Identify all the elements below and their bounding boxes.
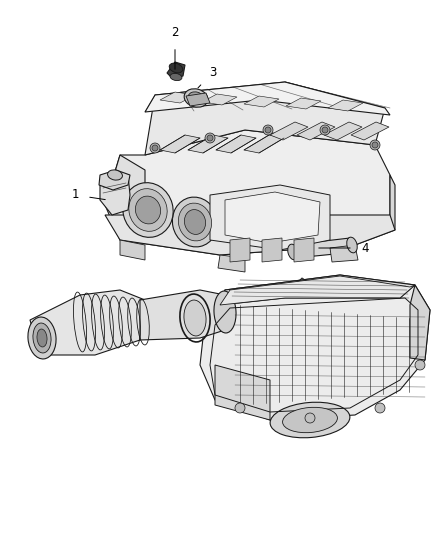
Circle shape (265, 127, 271, 133)
Polygon shape (230, 238, 250, 262)
Polygon shape (30, 290, 155, 355)
Ellipse shape (129, 189, 167, 231)
Polygon shape (160, 92, 195, 103)
Ellipse shape (108, 170, 123, 180)
Polygon shape (410, 285, 430, 360)
Polygon shape (328, 100, 363, 111)
Polygon shape (330, 245, 358, 262)
Polygon shape (286, 98, 321, 109)
Polygon shape (218, 255, 245, 272)
Ellipse shape (184, 300, 206, 336)
Text: 1: 1 (71, 189, 105, 201)
Circle shape (263, 125, 273, 135)
Circle shape (322, 127, 328, 133)
Polygon shape (140, 290, 225, 340)
Polygon shape (244, 135, 284, 153)
Ellipse shape (37, 329, 47, 347)
Polygon shape (145, 82, 390, 115)
Ellipse shape (123, 183, 173, 237)
Polygon shape (216, 135, 256, 153)
Polygon shape (186, 93, 210, 106)
Polygon shape (105, 155, 145, 220)
Ellipse shape (270, 402, 350, 438)
Ellipse shape (33, 323, 51, 353)
Polygon shape (225, 192, 320, 243)
Polygon shape (262, 238, 282, 262)
Ellipse shape (288, 244, 298, 260)
Polygon shape (220, 276, 415, 305)
Ellipse shape (214, 291, 236, 333)
Ellipse shape (178, 203, 212, 241)
Ellipse shape (135, 196, 161, 224)
Circle shape (370, 140, 380, 150)
Polygon shape (270, 122, 308, 140)
Ellipse shape (170, 74, 182, 80)
Polygon shape (105, 130, 390, 255)
Ellipse shape (347, 237, 357, 253)
Polygon shape (188, 135, 228, 153)
Polygon shape (355, 175, 395, 245)
Circle shape (205, 133, 215, 143)
Circle shape (207, 135, 213, 141)
Circle shape (375, 403, 385, 413)
Polygon shape (120, 240, 145, 260)
Circle shape (415, 360, 425, 370)
Circle shape (152, 145, 158, 151)
Text: 2: 2 (171, 26, 179, 69)
Text: 3: 3 (198, 66, 217, 88)
Polygon shape (297, 122, 335, 140)
Ellipse shape (184, 89, 208, 107)
Polygon shape (100, 175, 130, 215)
Circle shape (305, 413, 315, 423)
Polygon shape (99, 170, 130, 190)
Polygon shape (220, 275, 415, 305)
Ellipse shape (28, 317, 56, 359)
Polygon shape (202, 94, 237, 105)
Circle shape (235, 403, 245, 413)
Polygon shape (290, 238, 355, 258)
Polygon shape (215, 365, 270, 420)
Ellipse shape (184, 209, 205, 235)
Circle shape (372, 142, 378, 148)
Circle shape (150, 143, 160, 153)
Ellipse shape (283, 407, 337, 433)
Polygon shape (145, 82, 385, 155)
Polygon shape (167, 62, 185, 79)
Circle shape (320, 125, 330, 135)
Polygon shape (294, 238, 314, 262)
Polygon shape (160, 135, 200, 153)
Polygon shape (244, 96, 279, 107)
Polygon shape (324, 122, 362, 140)
Ellipse shape (169, 63, 183, 73)
Text: 4: 4 (319, 241, 369, 254)
Polygon shape (351, 122, 389, 140)
Ellipse shape (173, 197, 218, 247)
Polygon shape (210, 185, 330, 250)
Polygon shape (105, 215, 395, 255)
Polygon shape (200, 275, 430, 420)
Ellipse shape (188, 92, 204, 104)
